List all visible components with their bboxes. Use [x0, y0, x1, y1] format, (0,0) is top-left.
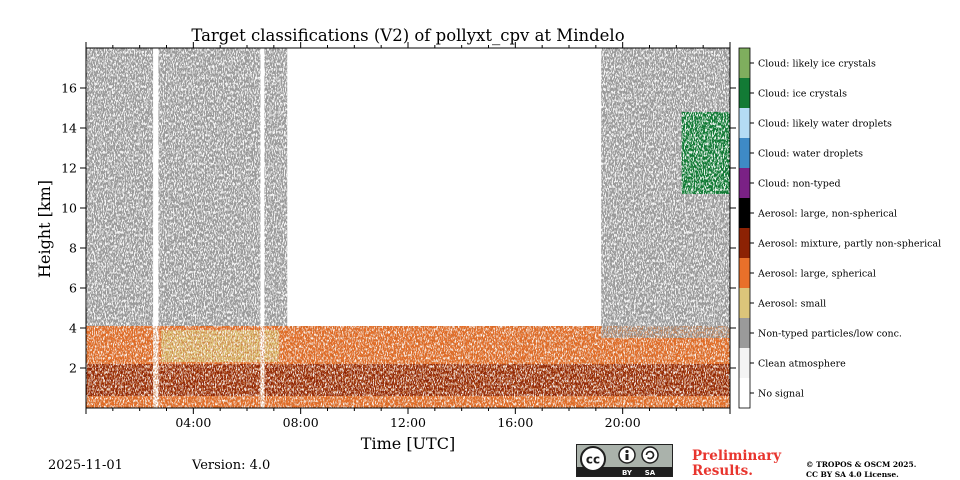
legend-label-clean-atmosphere: Clean atmosphere	[758, 359, 846, 370]
x-tick-label: 16:00	[497, 415, 533, 430]
legend-swatch-non-typed-particles-low-conc	[739, 318, 750, 348]
legend-label-non-typed-particles-low-conc: Non-typed particles/low conc.	[758, 329, 902, 340]
legend-label-aerosol-large-non-spherical: Aerosol: large, non-spherical	[757, 209, 897, 220]
legend: Cloud: likely ice crystals Cloud: ice cry…	[738, 47, 941, 409]
chart-title: Target classifications (V2) of pollyxt_c…	[191, 26, 624, 45]
legend-swatch-cloud-non-typed	[739, 168, 750, 198]
x-tick-label: 08:00	[283, 415, 319, 430]
license-line-2: CC BY SA 4.0 License.	[806, 470, 899, 479]
preliminary-notice: Preliminary Results.	[692, 449, 781, 479]
legend-label-cloud-ice-crystals: Cloud: ice crystals	[758, 89, 847, 100]
x-axis-label: Time [UTC]	[361, 434, 455, 453]
cc-license-badge: cc BY SA	[576, 444, 673, 477]
x-axis: 04:00 08:00 12:00 16:00 20:00	[85, 42, 731, 430]
cc-logo-text: cc	[586, 453, 600, 467]
legend-swatch-cloud-water-droplets	[739, 138, 750, 168]
legend-label-cloud-likely-water-droplets: Cloud: likely water droplets	[758, 119, 892, 130]
license-line-1: © TROPOS & OSCM 2025.	[806, 460, 917, 469]
legend-label-aerosol-mixture-partly-non-spherical: Aerosol: mixture, partly non-spherical	[757, 239, 941, 250]
cc-logo-icon: cc BY SA	[577, 446, 672, 476]
legend-swatch-no-signal	[739, 378, 750, 408]
legend-swatch-aerosol-mixture-partly-non-spherical	[739, 228, 750, 258]
y-tick-label: 6	[69, 281, 77, 296]
legend-swatch-aerosol-large-non-spherical	[739, 198, 750, 228]
y-tick-label: 2	[69, 361, 77, 376]
preliminary-line-2: Results.	[692, 463, 753, 479]
y-axis: 2 4 6 8 10 12 14 16	[61, 81, 736, 376]
cc-by-text: BY	[622, 469, 633, 476]
legend-swatch-cloud-likely-water-droplets	[739, 108, 750, 138]
legend-label-cloud-non-typed: Cloud: non-typed	[758, 179, 841, 190]
preliminary-line-1: Preliminary	[692, 448, 782, 464]
cc-sa-text: SA	[645, 469, 656, 476]
y-tick-label: 12	[61, 161, 77, 176]
legend-swatch-aerosol-large-spherical	[739, 258, 750, 288]
y-tick-label: 16	[61, 81, 77, 96]
date-label: 2025-11-01	[48, 458, 123, 473]
legend-label-aerosol-small: Aerosol: small	[757, 299, 826, 310]
legend-label-cloud-likely-ice-crystals: Cloud: likely ice crystals	[758, 59, 876, 70]
legend-label-cloud-water-droplets: Cloud: water droplets	[758, 149, 863, 160]
license-text: © TROPOS & OSCM 2025. CC BY SA 4.0 Licen…	[806, 460, 916, 480]
x-tick-label: 12:00	[390, 415, 426, 430]
legend-frame	[738, 47, 751, 409]
legend-label-aerosol-large-spherical: Aerosol: large, spherical	[757, 269, 876, 280]
x-tick-label: 04:00	[175, 415, 211, 430]
legend-label-no-signal: No signal	[758, 389, 804, 400]
cc-sa-share-icon	[641, 446, 659, 464]
legend-swatch-cloud-likely-ice-crystals	[739, 48, 750, 78]
version-label: Version: 4.0	[192, 458, 271, 473]
x-tick-label: 20:00	[605, 415, 641, 430]
y-tick-label: 4	[69, 321, 77, 336]
y-tick-label: 14	[61, 121, 77, 136]
plot-area	[86, 48, 730, 408]
legend-swatch-cloud-ice-crystals	[739, 78, 750, 108]
y-axis-label: Height [km]	[35, 180, 54, 278]
legend-swatch-clean-atmosphere	[739, 348, 750, 378]
aerosol-texture	[86, 326, 730, 408]
legend-swatch-aerosol-small	[739, 288, 750, 318]
y-tick-label: 8	[69, 241, 77, 256]
y-tick-label: 10	[61, 201, 77, 216]
